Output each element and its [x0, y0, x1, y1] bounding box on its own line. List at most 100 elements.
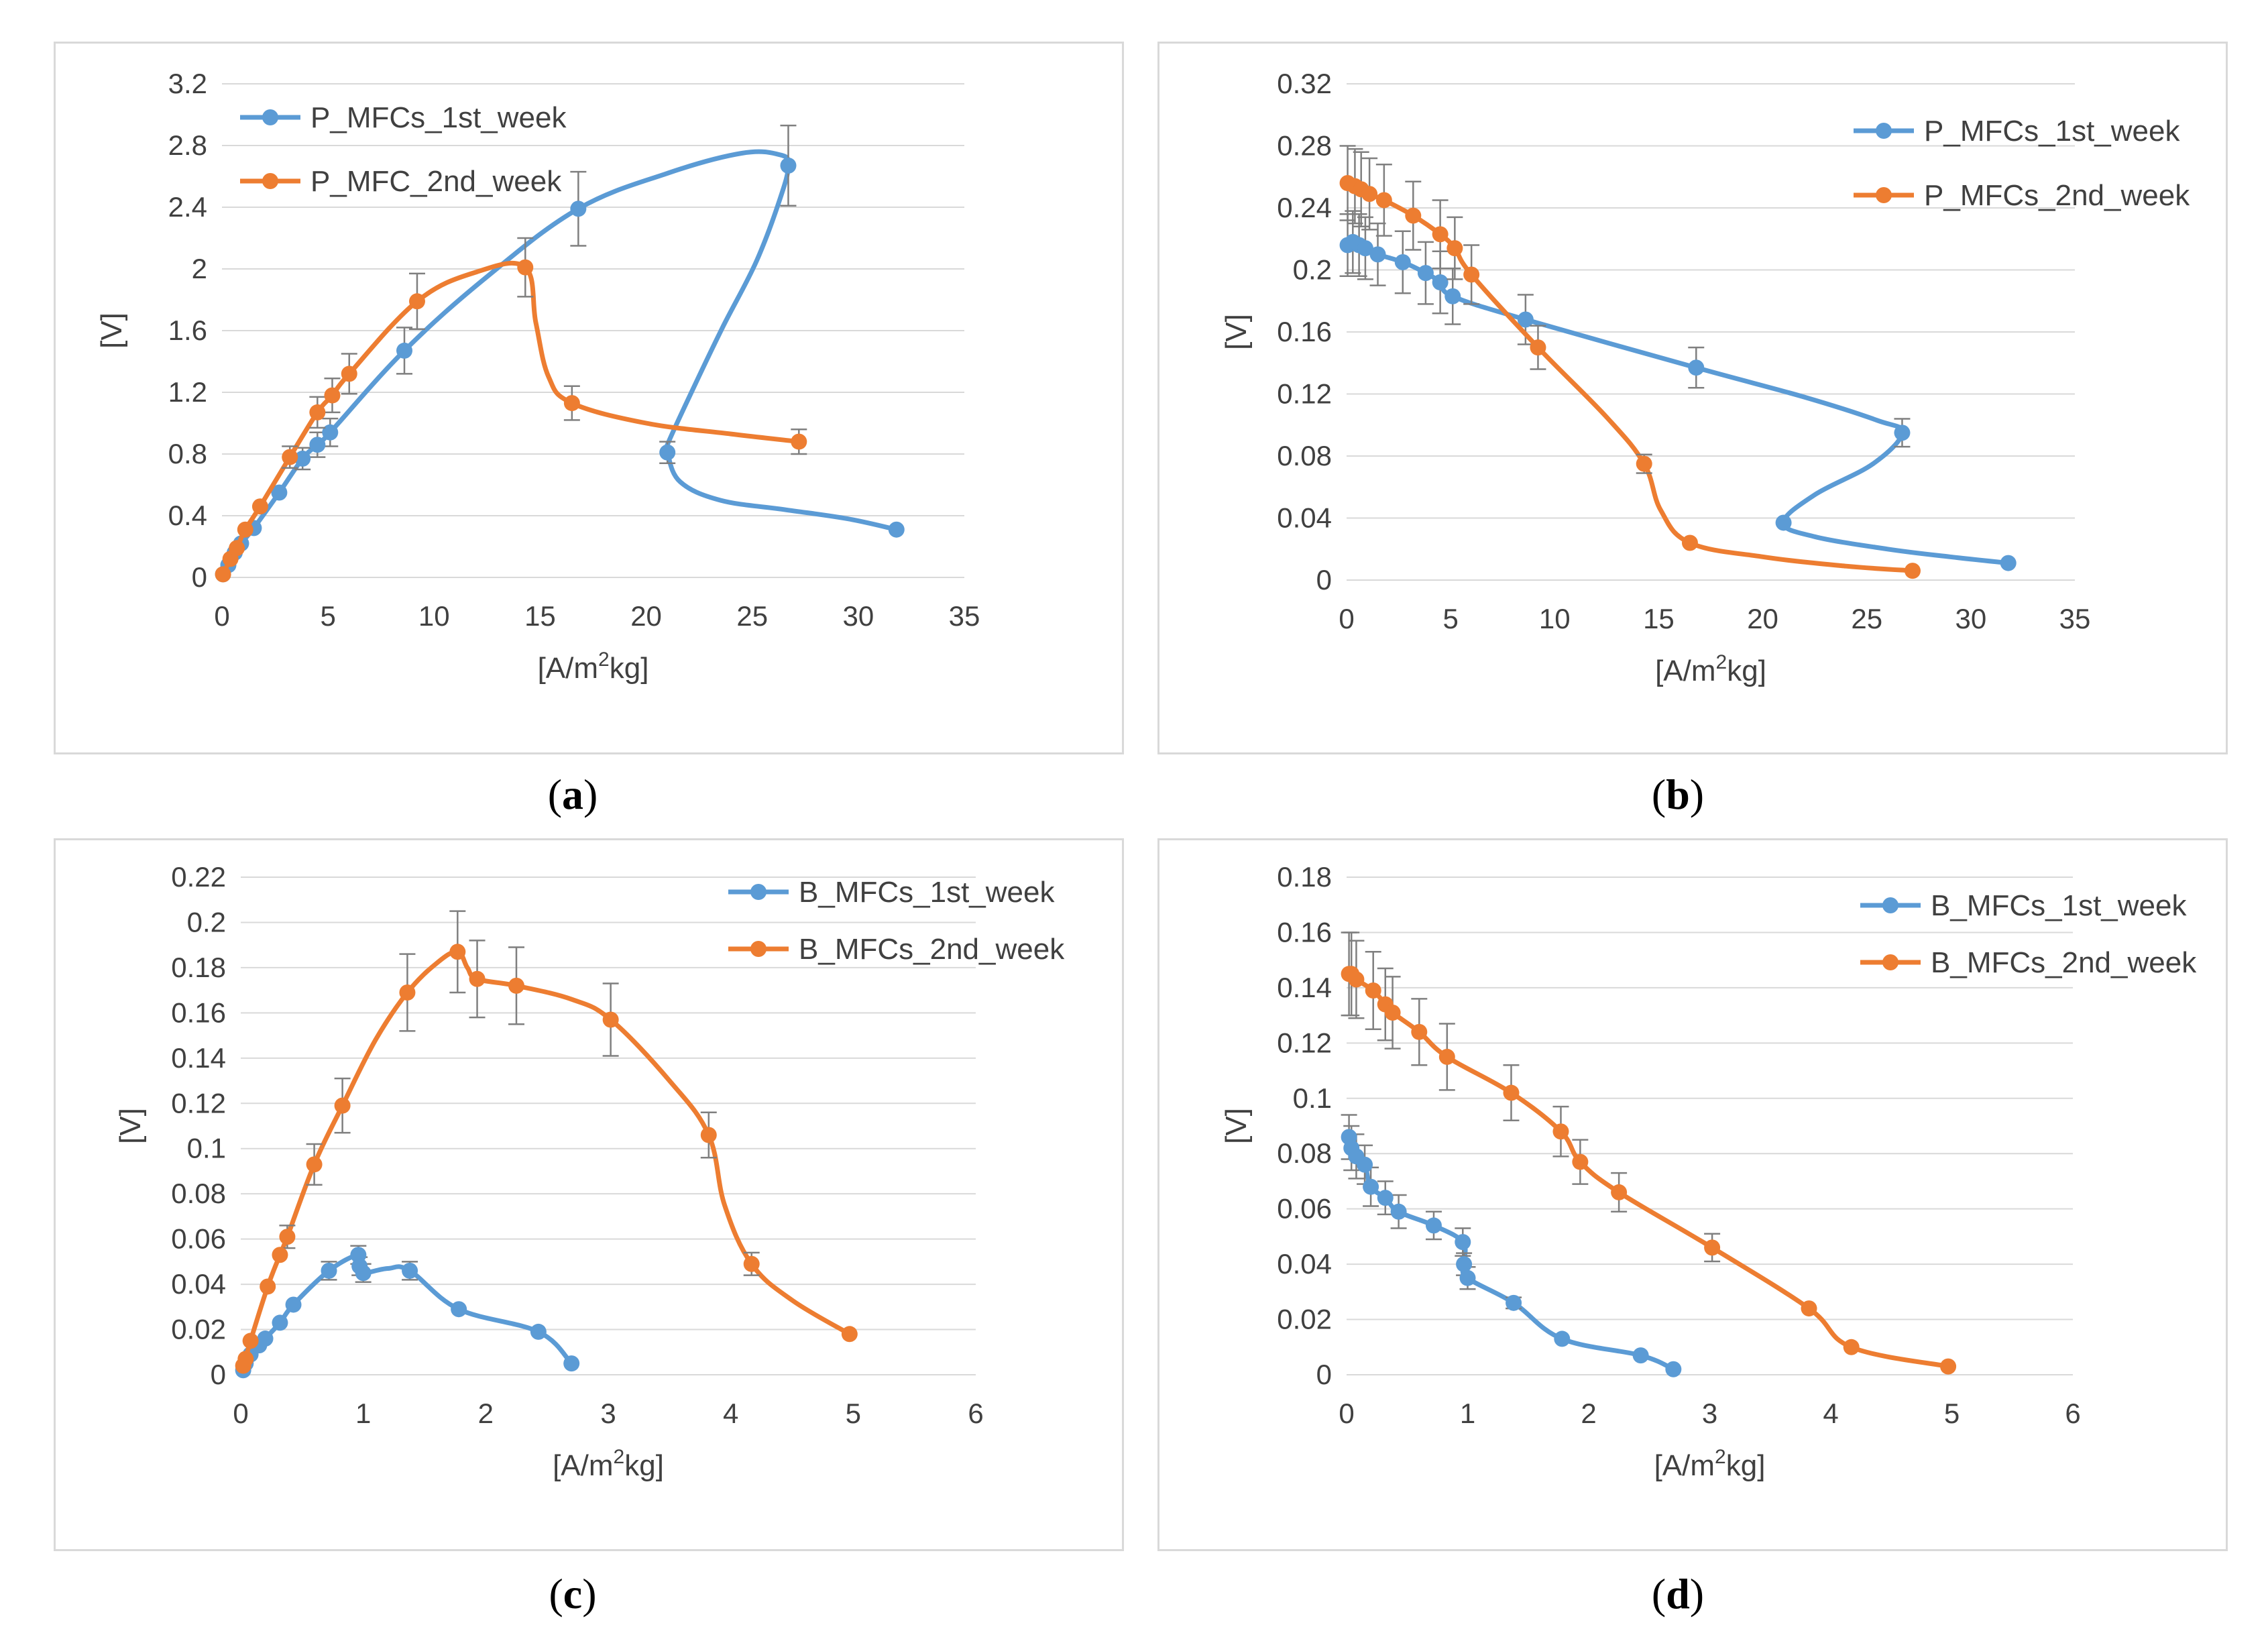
data-point [1572, 1153, 1589, 1170]
chart-panel-d: 0 0.02 0.04 0.06 0.08 0.1 0.12 0.14 0.16 0.18 0 1 2 3… [1157, 838, 2228, 1551]
data-point [341, 365, 357, 382]
data-point [1554, 1331, 1571, 1347]
legend-label: B_MFCs_2nd_week [1931, 946, 2197, 979]
chart-b-svg: 0 0.04 0.08 0.12 0.16 0.2 0.24 0.28 0.32 0 5 10 15 20… [1220, 68, 2190, 687]
y-tick-label: 0.02 [171, 1314, 226, 1345]
data-point [272, 1314, 288, 1331]
legend-label: P_MFCs_1st_week [310, 101, 567, 134]
series-line [221, 260, 801, 577]
data-point [2000, 555, 2017, 571]
y-tick-label: 0.12 [1277, 378, 1332, 410]
data-point [1506, 1294, 1522, 1311]
x-tick-label: 15 [1643, 603, 1675, 634]
y-tick-label: 0 [1316, 1359, 1332, 1390]
data-point [1432, 226, 1449, 243]
y-tick-label: 0.22 [171, 861, 226, 893]
y-tick-label: 0.28 [1277, 130, 1332, 162]
y-tick-label: 2.4 [168, 191, 207, 223]
data-point [517, 259, 534, 276]
data-point [1530, 339, 1546, 356]
x-tick-label: 1 [355, 1398, 371, 1429]
x-axis-label: [A/m2kg] [538, 648, 649, 685]
data-point [1503, 1084, 1520, 1101]
legend-label: P_MFCs_1st_week [1924, 115, 2180, 148]
x-axis-label: [A/m2kg] [1654, 1446, 1766, 1482]
data-point [1455, 1234, 1471, 1251]
data-point [279, 1229, 296, 1245]
data-point [508, 977, 524, 994]
x-axis-label: [A/m2kg] [1655, 651, 1766, 687]
data-point [700, 1127, 717, 1143]
caption-b: (b) [1651, 771, 1705, 818]
data-point [1390, 1203, 1407, 1220]
data-point [1438, 1048, 1455, 1065]
data-point [1552, 1123, 1569, 1140]
y-tick-label: 0.08 [171, 1178, 226, 1209]
data-point [334, 1097, 351, 1114]
y-tick-label: 0.04 [171, 1268, 226, 1300]
y-axis-label: [V] [1220, 314, 1253, 350]
legend-entry: P_MFCs_1st_week [240, 101, 567, 134]
y-tick-label: 1.2 [168, 376, 207, 408]
x-tick-label: 10 [418, 600, 450, 632]
data-point [215, 566, 231, 583]
legend-entry: P_MFC_2nd_week [240, 165, 562, 198]
data-point [1363, 1178, 1379, 1195]
data-point [1411, 1023, 1428, 1040]
chart-a-svg: 0 0.4 0.8 1.2 1.6 2 2.4 2.8 3.2 0 5 10 15 20 25 30 35 [A/… [95, 68, 980, 685]
x-tick-label: 15 [524, 600, 556, 632]
legend-entry: B_MFCs_1st_week [728, 876, 1055, 909]
data-point [1940, 1358, 1957, 1375]
y-tick-label: 0 [1316, 564, 1332, 596]
data-point [1357, 240, 1373, 257]
data-point [841, 1326, 858, 1343]
x-tick-label: 2 [1581, 1398, 1596, 1429]
data-point [321, 1262, 337, 1279]
y-tick-label: 2 [192, 253, 207, 284]
data-point [251, 498, 268, 515]
y-tick-label: 0 [211, 1359, 226, 1390]
data-point [1375, 192, 1392, 209]
legend-label: P_MFC_2nd_week [310, 165, 562, 198]
data-point [1463, 266, 1480, 283]
legend-entry: B_MFCs_1st_week [1860, 889, 2187, 922]
y-tick-label: 0.06 [171, 1223, 226, 1255]
x-tick-label: 35 [2059, 603, 2091, 634]
legend-swatch-marker [750, 884, 767, 900]
data-point [1357, 1156, 1373, 1173]
data-point [324, 387, 341, 404]
series-line [1347, 971, 1951, 1369]
y-tick-label: 0.16 [1277, 316, 1332, 347]
y-tick-label: 0.08 [1277, 440, 1332, 471]
y-tick-label: 0.14 [1277, 972, 1332, 1003]
data-point [322, 424, 339, 441]
legend-label: B_MFCs_1st_week [799, 876, 1055, 909]
x-axis-label: [A/m2kg] [553, 1446, 664, 1482]
y-tick-label: 0.2 [1293, 254, 1332, 286]
series-1 [235, 1245, 580, 1379]
y-axis-label: [V] [114, 1108, 147, 1144]
series-2 [1339, 145, 1921, 579]
data-point [1704, 1239, 1721, 1256]
data-point [260, 1278, 276, 1295]
x-tick-label: 6 [968, 1398, 983, 1429]
data-point [1456, 1256, 1473, 1273]
chart-panel-b: 0 0.04 0.08 0.12 0.16 0.2 0.24 0.28 0.32 0 5 10 15 20… [1157, 42, 2228, 754]
data-point [1681, 534, 1698, 551]
y-tick-label: 0.12 [171, 1087, 226, 1119]
x-tick-label: 6 [2065, 1398, 2080, 1429]
legend-swatch-marker [262, 109, 278, 125]
data-point [888, 521, 905, 538]
data-point [1801, 1300, 1817, 1317]
y-tick-label: 0.14 [171, 1042, 226, 1074]
x-tick-label: 25 [1851, 603, 1882, 634]
data-point [451, 1301, 467, 1318]
x-tick-label: 5 [846, 1398, 861, 1429]
caption-d: (d) [1651, 1570, 1705, 1618]
chart-d-svg: 0 0.02 0.04 0.06 0.08 0.1 0.12 0.14 0.16 0.18 0 1 2 3… [1220, 861, 2197, 1482]
series-2 [1341, 931, 1957, 1375]
data-point [257, 1331, 274, 1347]
x-tick-label: 0 [214, 600, 229, 632]
y-tick-label: 0.8 [168, 438, 207, 469]
data-point [396, 342, 413, 359]
